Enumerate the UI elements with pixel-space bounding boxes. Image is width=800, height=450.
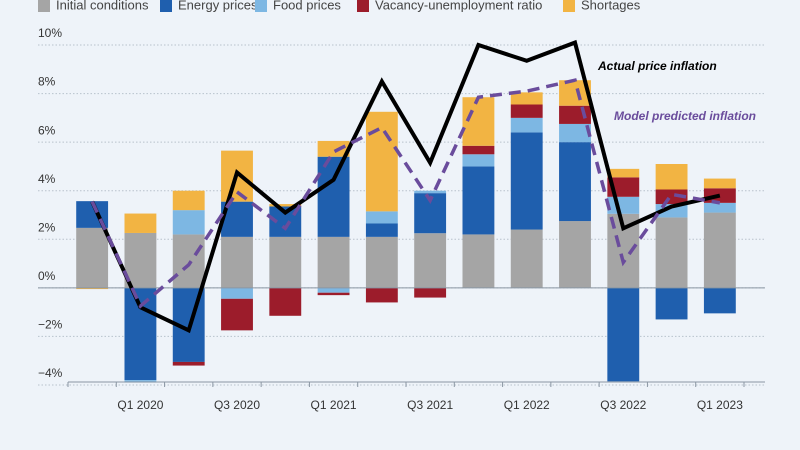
bar-segment: [559, 142, 591, 222]
bar-segment: [124, 232, 157, 288]
bar-segment: [269, 287, 302, 316]
legend-label: Vacancy-unemployment ratio: [375, 0, 542, 12]
bar-segment: [76, 287, 109, 290]
legend: Initial conditions Energy prices Food pric…: [38, 0, 641, 12]
legend-swatch: [563, 0, 575, 12]
bar-segment: [510, 117, 543, 133]
bar-segment: [703, 188, 736, 203]
bar-segment: [221, 236, 253, 288]
bar-segment: [76, 227, 109, 288]
x-tick-label: Q3 2022: [600, 398, 646, 412]
bar-segment: [317, 156, 350, 237]
bar-segment: [365, 211, 398, 224]
bar-segment: [559, 105, 591, 124]
y-tick-label: 8%: [38, 75, 56, 89]
bar-segment: [172, 361, 205, 366]
bar-segment: [655, 217, 688, 288]
bar-segment: [703, 287, 736, 314]
legend-swatch: [38, 0, 50, 12]
bar-segment: [607, 196, 640, 214]
bar-segment: [317, 292, 350, 296]
x-tick-label: Q3 2020: [214, 398, 260, 412]
bar-segment: [510, 229, 543, 288]
bar-segment: [365, 236, 398, 288]
bar-segment: [269, 204, 302, 207]
bar-segment: [365, 287, 398, 303]
bar-segment: [124, 213, 157, 233]
bar-segment: [124, 287, 157, 381]
y-tick-label: 2%: [38, 220, 56, 234]
actual-line: [90, 39, 721, 334]
legend-label: Energy prices: [178, 0, 258, 12]
bar-segment: [510, 92, 543, 105]
bar-segment: [462, 154, 495, 167]
bar-segment: [462, 97, 495, 146]
legend-label: Shortages: [581, 0, 641, 12]
bar-segment: [655, 287, 688, 320]
bar-segment: [221, 287, 253, 299]
bar-segment: [221, 298, 253, 331]
bar-segment: [559, 221, 591, 288]
bar-segment: [365, 111, 398, 212]
bar-segment: [703, 178, 736, 189]
bar-segment: [172, 190, 205, 211]
y-tick-label: −2%: [38, 318, 63, 332]
bar-segment: [607, 287, 640, 382]
bar-segment: [510, 132, 543, 230]
legend-swatch: [255, 0, 267, 12]
bar-segment: [172, 234, 205, 288]
bar-segment: [462, 166, 495, 235]
bar-segment: [414, 287, 447, 298]
bar-segment: [317, 140, 350, 157]
bar-segment: [703, 202, 736, 213]
bar-segment: [462, 234, 495, 288]
x-tick-label: Q1 2020: [117, 398, 163, 412]
bar-segment: [559, 123, 591, 143]
y-tick-label: 10%: [38, 26, 62, 40]
y-tick-label: −4%: [38, 366, 63, 380]
x-tick-label: Q1 2023: [697, 398, 743, 412]
y-tick-label: 6%: [38, 123, 56, 137]
bar-segment: [414, 233, 447, 288]
x-tick-label: Q3 2021: [407, 398, 453, 412]
bar-segment: [655, 164, 688, 190]
line-label: Actual price inflation: [597, 59, 717, 73]
bar-segment: [462, 145, 495, 155]
y-tick-label: 4%: [38, 172, 56, 186]
x-tick-label: Q1 2021: [311, 398, 357, 412]
y-tick-label: 0%: [38, 269, 56, 283]
bar-segment: [172, 210, 205, 235]
bar-segment: [269, 236, 302, 288]
line-label: Model predicted inflation: [614, 109, 756, 123]
bar-segment: [607, 168, 640, 178]
bar-segment: [317, 236, 350, 288]
x-tick-label: Q1 2022: [504, 398, 550, 412]
bar-segment: [414, 190, 447, 194]
bar-segment: [655, 189, 688, 205]
bar-segment: [510, 104, 543, 118]
bar-segment: [317, 287, 350, 293]
legend-label: Food prices: [273, 0, 341, 12]
legend-swatch: [357, 0, 369, 12]
bar-segment: [124, 380, 157, 383]
legend-label: Initial conditions: [56, 0, 149, 12]
legend-swatch: [160, 0, 172, 12]
predicted-line: [90, 78, 721, 309]
bar-segment: [365, 223, 398, 237]
bar-segment: [703, 212, 736, 288]
